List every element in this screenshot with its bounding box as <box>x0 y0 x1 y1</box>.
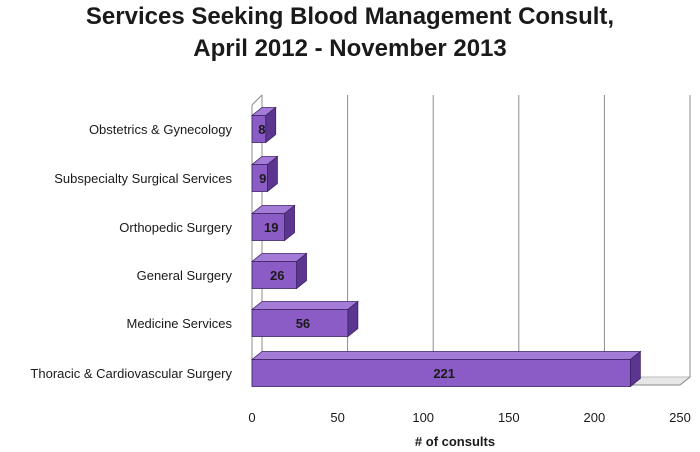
category-label: Subspecialty Surgical Services <box>54 171 232 186</box>
bar-data-label: 26 <box>270 268 284 283</box>
category-label: Thoracic & Cardiovascular Surgery <box>30 366 232 381</box>
gridlines <box>251 94 691 386</box>
bar-6: 221 <box>250 350 642 388</box>
category-label: Obstetrics & Gynecology <box>89 122 233 137</box>
x-tick-label: 250 <box>669 410 691 425</box>
bar-front-face <box>251 115 267 143</box>
x-axis-title: # of consults <box>415 434 495 449</box>
bar-front-face <box>251 261 297 289</box>
bar-5: 56 <box>250 300 360 338</box>
bar-data-label: 9 <box>259 171 266 186</box>
bar-top-face <box>250 351 642 360</box>
bar-front-face <box>251 213 285 241</box>
left-wall-top <box>251 94 263 106</box>
chart-title-line-2: April 2012 - November 2013 <box>193 35 507 62</box>
x-tick-label: 50 <box>330 410 344 425</box>
bar-data-label: 8 <box>258 122 265 137</box>
category-labels: Obstetrics & Gynecology Subspecialty Surg… <box>30 122 232 381</box>
category-label: General Surgery <box>137 268 233 283</box>
bar-front-face <box>251 309 349 337</box>
bar-2: 9 <box>250 155 279 193</box>
bar-data-label: 19 <box>264 220 278 235</box>
gridline-foot-250 <box>679 376 691 386</box>
bar-data-label: 221 <box>433 366 455 381</box>
category-label: Orthopedic Surgery <box>119 220 232 235</box>
bar-data-label: 56 <box>296 316 310 331</box>
x-tick-label: 200 <box>584 410 606 425</box>
x-tick-label: 0 <box>248 410 255 425</box>
bar-front-face <box>251 164 268 192</box>
x-tick-label: 150 <box>498 410 520 425</box>
x-tick-labels: 0 50 100 150 200 250 <box>248 410 690 425</box>
chart-title-line-1: Services Seeking Blood Management Consul… <box>85 3 615 30</box>
category-label: Medicine Services <box>127 316 233 331</box>
bar-3: 19 <box>250 204 296 242</box>
x-tick-label: 100 <box>412 410 434 425</box>
bar-4: 26 <box>250 252 308 290</box>
bar-top-face <box>250 301 360 310</box>
bars: 8 9 19 26 56 221 <box>250 106 642 388</box>
bar-1: 8 <box>250 106 277 144</box>
bar-front-face <box>251 359 631 387</box>
